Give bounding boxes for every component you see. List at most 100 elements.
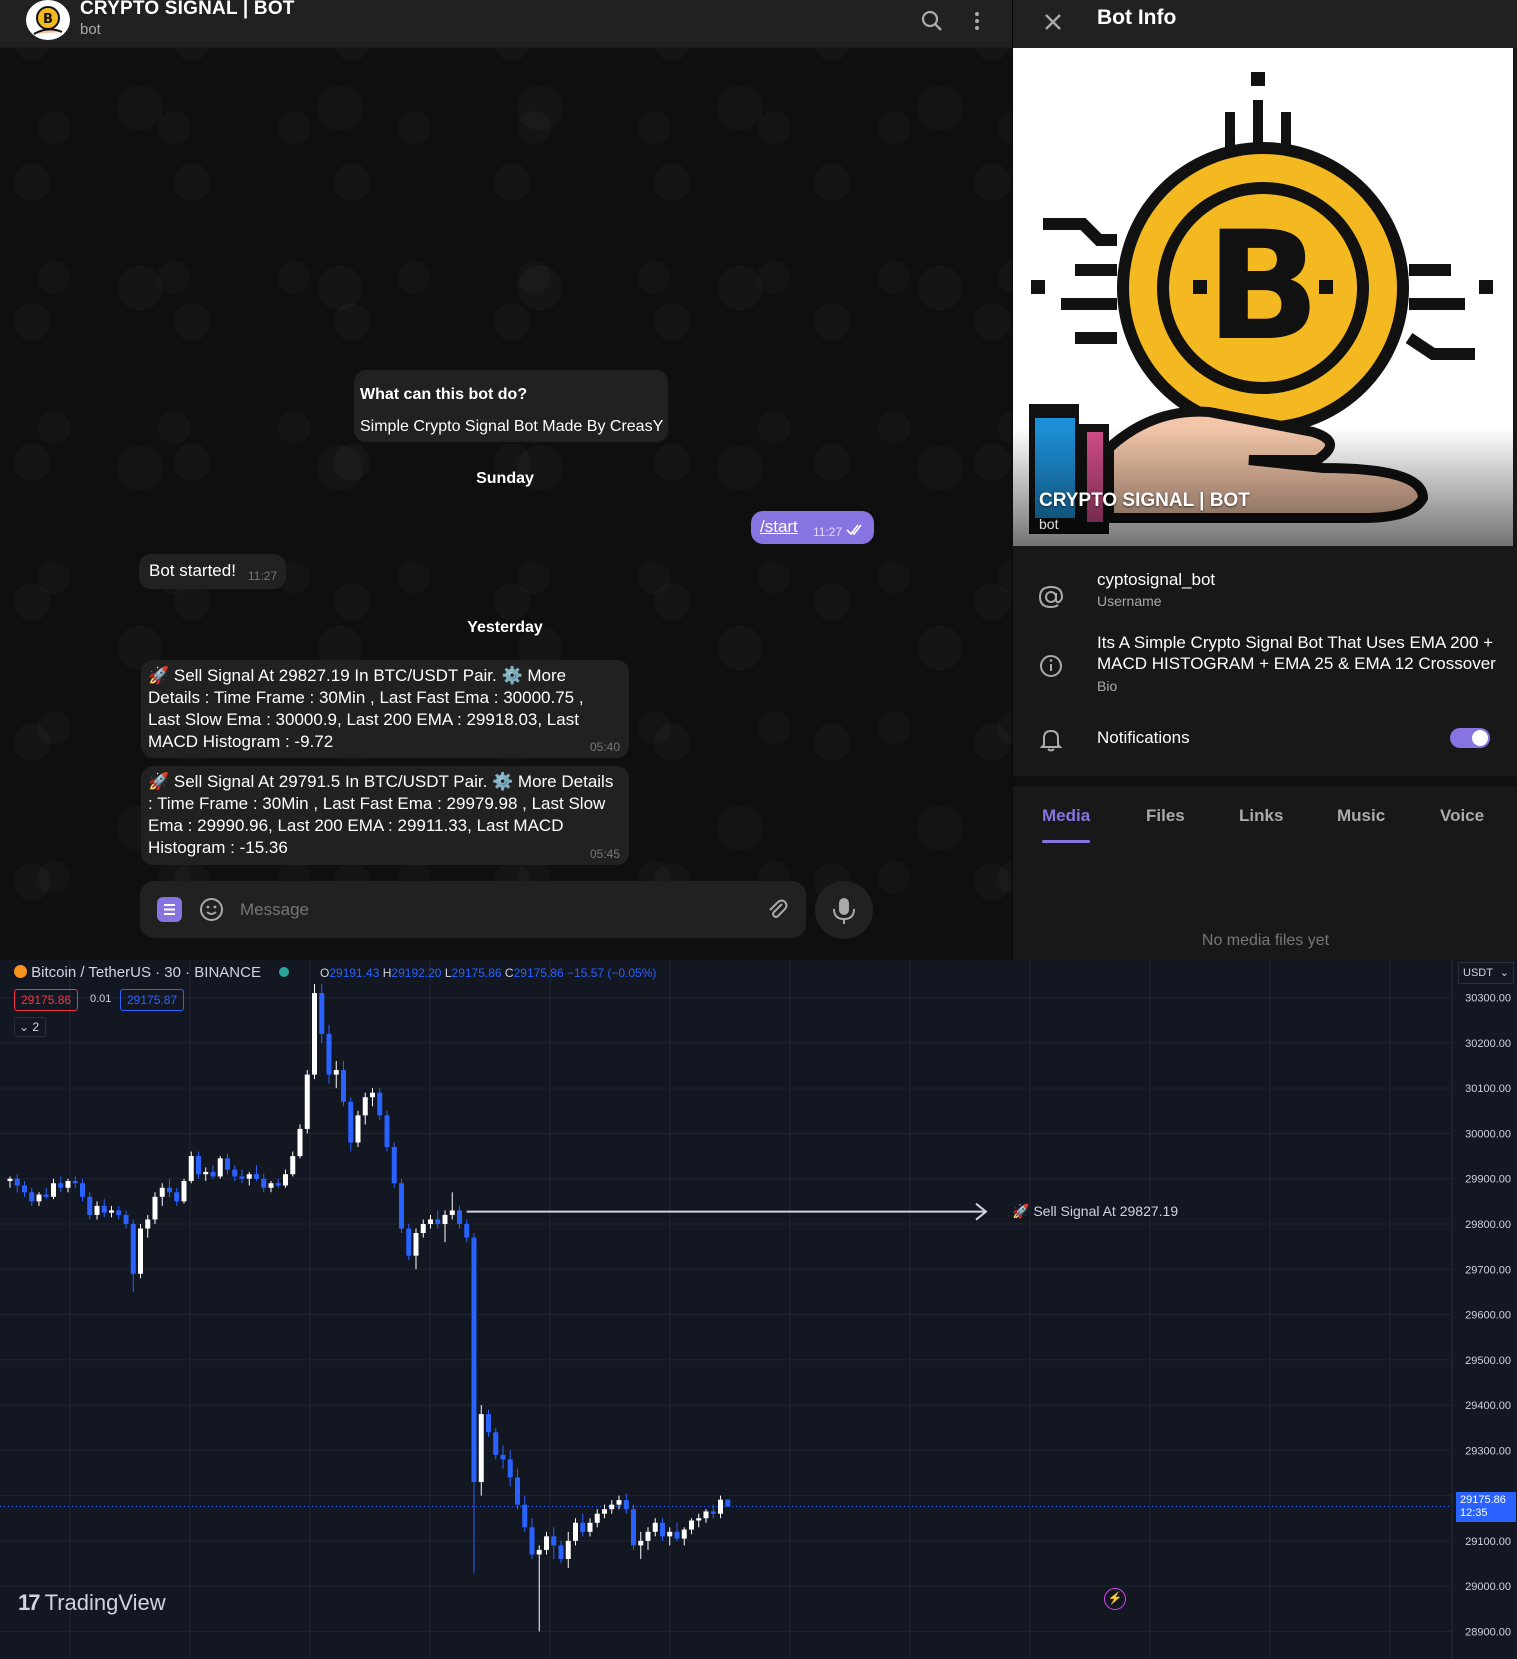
candle-body xyxy=(210,1171,216,1177)
ohlc-readout: O29191.43 H29192.20 L29175.86 C29175.86 … xyxy=(320,966,657,980)
chat-area: B CRYPTO SIGNAL | BOT bot What can this … xyxy=(0,0,1012,960)
candle-body xyxy=(667,1531,673,1537)
tab-files[interactable]: Files xyxy=(1146,806,1185,825)
candle-body xyxy=(7,1178,13,1181)
search-icon[interactable] xyxy=(917,6,947,36)
bot-avatar[interactable]: B xyxy=(26,0,70,40)
symbol-header[interactable]: Bitcoin / TetherUS · 30 · BINANCE xyxy=(14,964,290,981)
candle-body xyxy=(486,1414,491,1433)
candle-body xyxy=(551,1536,557,1546)
bot-started-text: Bot started! xyxy=(149,561,236,580)
candle-body xyxy=(536,1549,542,1555)
candlestick-chart[interactable]: 30300.00 30200.00 30100.00 30000.00 29900.00… xyxy=(0,960,1517,1659)
message-time: 05:45 xyxy=(590,847,621,861)
bio-value: Its A Simple Crypto Signal Bot That Uses… xyxy=(1097,633,1496,673)
candle-body xyxy=(261,1178,267,1188)
y-tick-label: 29600.00 xyxy=(1465,1310,1511,1322)
currency-selector[interactable]: USDT ⌄ xyxy=(1458,962,1514,984)
info-icon xyxy=(1037,652,1065,680)
lightning-icon[interactable]: ⚡ xyxy=(1104,1588,1126,1610)
bot-profile-photo[interactable]: B xyxy=(1013,48,1513,546)
microphone-button[interactable] xyxy=(815,881,873,939)
microphone-icon xyxy=(833,898,855,924)
candle-body xyxy=(181,1180,187,1202)
bio-row[interactable]: Its A Simple Crypto Signal Bot That Uses… xyxy=(1013,630,1517,702)
candle-body xyxy=(565,1540,571,1559)
candle-body xyxy=(130,1223,136,1274)
close-icon[interactable] xyxy=(1039,8,1067,41)
candle-body xyxy=(254,1174,259,1179)
currency-label: USDT xyxy=(1463,967,1493,979)
tab-music[interactable]: Music xyxy=(1337,806,1386,825)
notifications-toggle[interactable] xyxy=(1450,728,1490,748)
tradingview-logo[interactable]: 17 TradingView xyxy=(18,1590,166,1616)
candle-body xyxy=(283,1174,288,1186)
candle-body xyxy=(493,1432,499,1455)
chat-header[interactable]: B CRYPTO SIGNAL | BOT bot xyxy=(0,0,1012,48)
incoming-message[interactable]: Bot started! 11:27 xyxy=(139,554,286,589)
bitcoin-hand-logo: B xyxy=(1013,72,1513,546)
candle-body xyxy=(457,1210,462,1224)
candle-body xyxy=(573,1522,578,1541)
tab-voice[interactable]: Voice xyxy=(1440,806,1485,825)
candle-body xyxy=(399,1183,404,1229)
chevron-down-icon: ⌄ xyxy=(1499,967,1509,979)
y-tick-label: 30200.00 xyxy=(1465,1038,1511,1050)
candle-body xyxy=(225,1158,230,1170)
candle-body xyxy=(442,1214,448,1224)
candle-body xyxy=(29,1192,35,1202)
candle-body xyxy=(348,1101,354,1143)
candle-body xyxy=(326,1033,332,1075)
candle-body xyxy=(689,1520,694,1530)
username-value: cyptosignal_bot xyxy=(1097,570,1216,589)
sell-price-button[interactable]: 29175.86 xyxy=(14,989,79,1011)
y-tick-label: 29700.00 xyxy=(1465,1264,1511,1276)
sell-signal-annotation[interactable]: 🚀 Sell Signal At 29827.19 xyxy=(1012,1202,1179,1219)
signal-text: 🚀 Sell Signal At 29791.5 In BTC/USDT Pai… xyxy=(148,772,614,857)
emoji-icon[interactable] xyxy=(198,896,225,928)
candle-body xyxy=(413,1233,419,1256)
buy-price-button[interactable]: 29175.87 xyxy=(120,989,185,1011)
y-tick-label: 29100.00 xyxy=(1465,1536,1511,1548)
candle-body xyxy=(123,1214,129,1224)
annotation-arrow-head xyxy=(975,1202,988,1221)
bot-menu-icon[interactable] xyxy=(157,897,182,922)
close-value: 29175.86 xyxy=(513,966,564,980)
y-tick-label: 29800.00 xyxy=(1465,1219,1511,1231)
y-tick-label: 29300.00 xyxy=(1465,1445,1511,1457)
candle-body xyxy=(631,1509,636,1546)
symbol-name: Bitcoin / TetherUS · 30 · BINANCE xyxy=(31,964,261,981)
tab-media[interactable]: Media xyxy=(1042,806,1091,825)
more-options-icon[interactable] xyxy=(962,6,992,36)
candle-body xyxy=(623,1500,629,1510)
date-separator-yesterday: Yesterday xyxy=(467,619,543,636)
candle-body xyxy=(145,1219,151,1229)
y-tick-label: 29900.00 xyxy=(1465,1174,1511,1186)
indicators-toggle[interactable]: ⌄ 2 xyxy=(14,1017,46,1037)
message-composer xyxy=(140,881,806,938)
notifications-row[interactable]: Notifications xyxy=(1013,715,1517,761)
candle-body xyxy=(362,1097,368,1116)
candle-body xyxy=(703,1511,709,1519)
market-status-icon xyxy=(279,967,290,977)
candle-body xyxy=(718,1499,723,1514)
tab-links[interactable]: Links xyxy=(1239,806,1284,825)
chat-title: CRYPTO SIGNAL | BOT xyxy=(80,0,295,19)
message-input[interactable] xyxy=(240,895,690,925)
active-tab-indicator xyxy=(1042,840,1090,843)
candle-body xyxy=(725,1499,731,1507)
intro-title: What can this bot do? xyxy=(360,386,528,403)
candle-body xyxy=(391,1147,397,1184)
candle-body xyxy=(36,1194,42,1202)
signal-message[interactable]: 🚀 Sell Signal At 29827.19 In BTC/USDT Pa… xyxy=(141,660,629,758)
username-row[interactable]: cyptosignal_bot Username xyxy=(1013,565,1517,625)
signal-message[interactable]: 🚀 Sell Signal At 29791.5 In BTC/USDT Pai… xyxy=(141,766,629,865)
notifications-label: Notifications xyxy=(1097,728,1190,747)
candle-body xyxy=(609,1504,615,1510)
candle-body xyxy=(94,1205,100,1215)
start-command-link[interactable]: /start xyxy=(760,517,798,536)
tradingview-chart[interactable]: 30300.00 30200.00 30100.00 30000.00 29900.00… xyxy=(0,960,1517,1659)
outgoing-message[interactable]: /start 11:27 xyxy=(751,511,874,544)
attach-icon[interactable] xyxy=(764,896,790,927)
candle-body xyxy=(341,1070,346,1102)
